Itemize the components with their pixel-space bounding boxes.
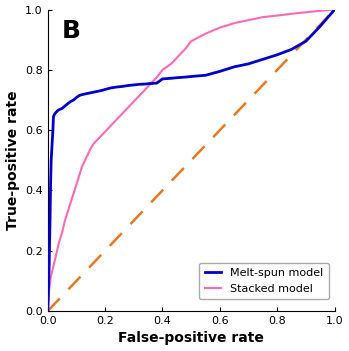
- Stacked model: [46, 309, 50, 313]
- Stacked model: [120, 112, 124, 116]
- Stacked model: [246, 18, 251, 22]
- Stacked model: [129, 102, 133, 107]
- Melt-spun model: [175, 75, 179, 80]
- Stacked model: [175, 56, 179, 60]
- Legend: Melt-spun model, Stacked model: Melt-spun model, Stacked model: [199, 263, 329, 299]
- Text: B: B: [62, 19, 81, 42]
- Line: Stacked model: Stacked model: [48, 9, 335, 311]
- Stacked model: [123, 108, 127, 113]
- Melt-spun model: [246, 62, 251, 66]
- Melt-spun model: [333, 7, 337, 12]
- Y-axis label: True-positive rate: True-positive rate: [6, 91, 20, 230]
- Stacked model: [69, 200, 73, 205]
- Melt-spun model: [132, 83, 136, 87]
- Melt-spun model: [46, 309, 50, 313]
- Melt-spun model: [114, 85, 119, 89]
- Melt-spun model: [63, 104, 67, 108]
- X-axis label: False-positive rate: False-positive rate: [118, 331, 264, 345]
- Melt-spun model: [120, 84, 124, 88]
- Line: Melt-spun model: Melt-spun model: [48, 9, 335, 311]
- Stacked model: [333, 7, 337, 12]
